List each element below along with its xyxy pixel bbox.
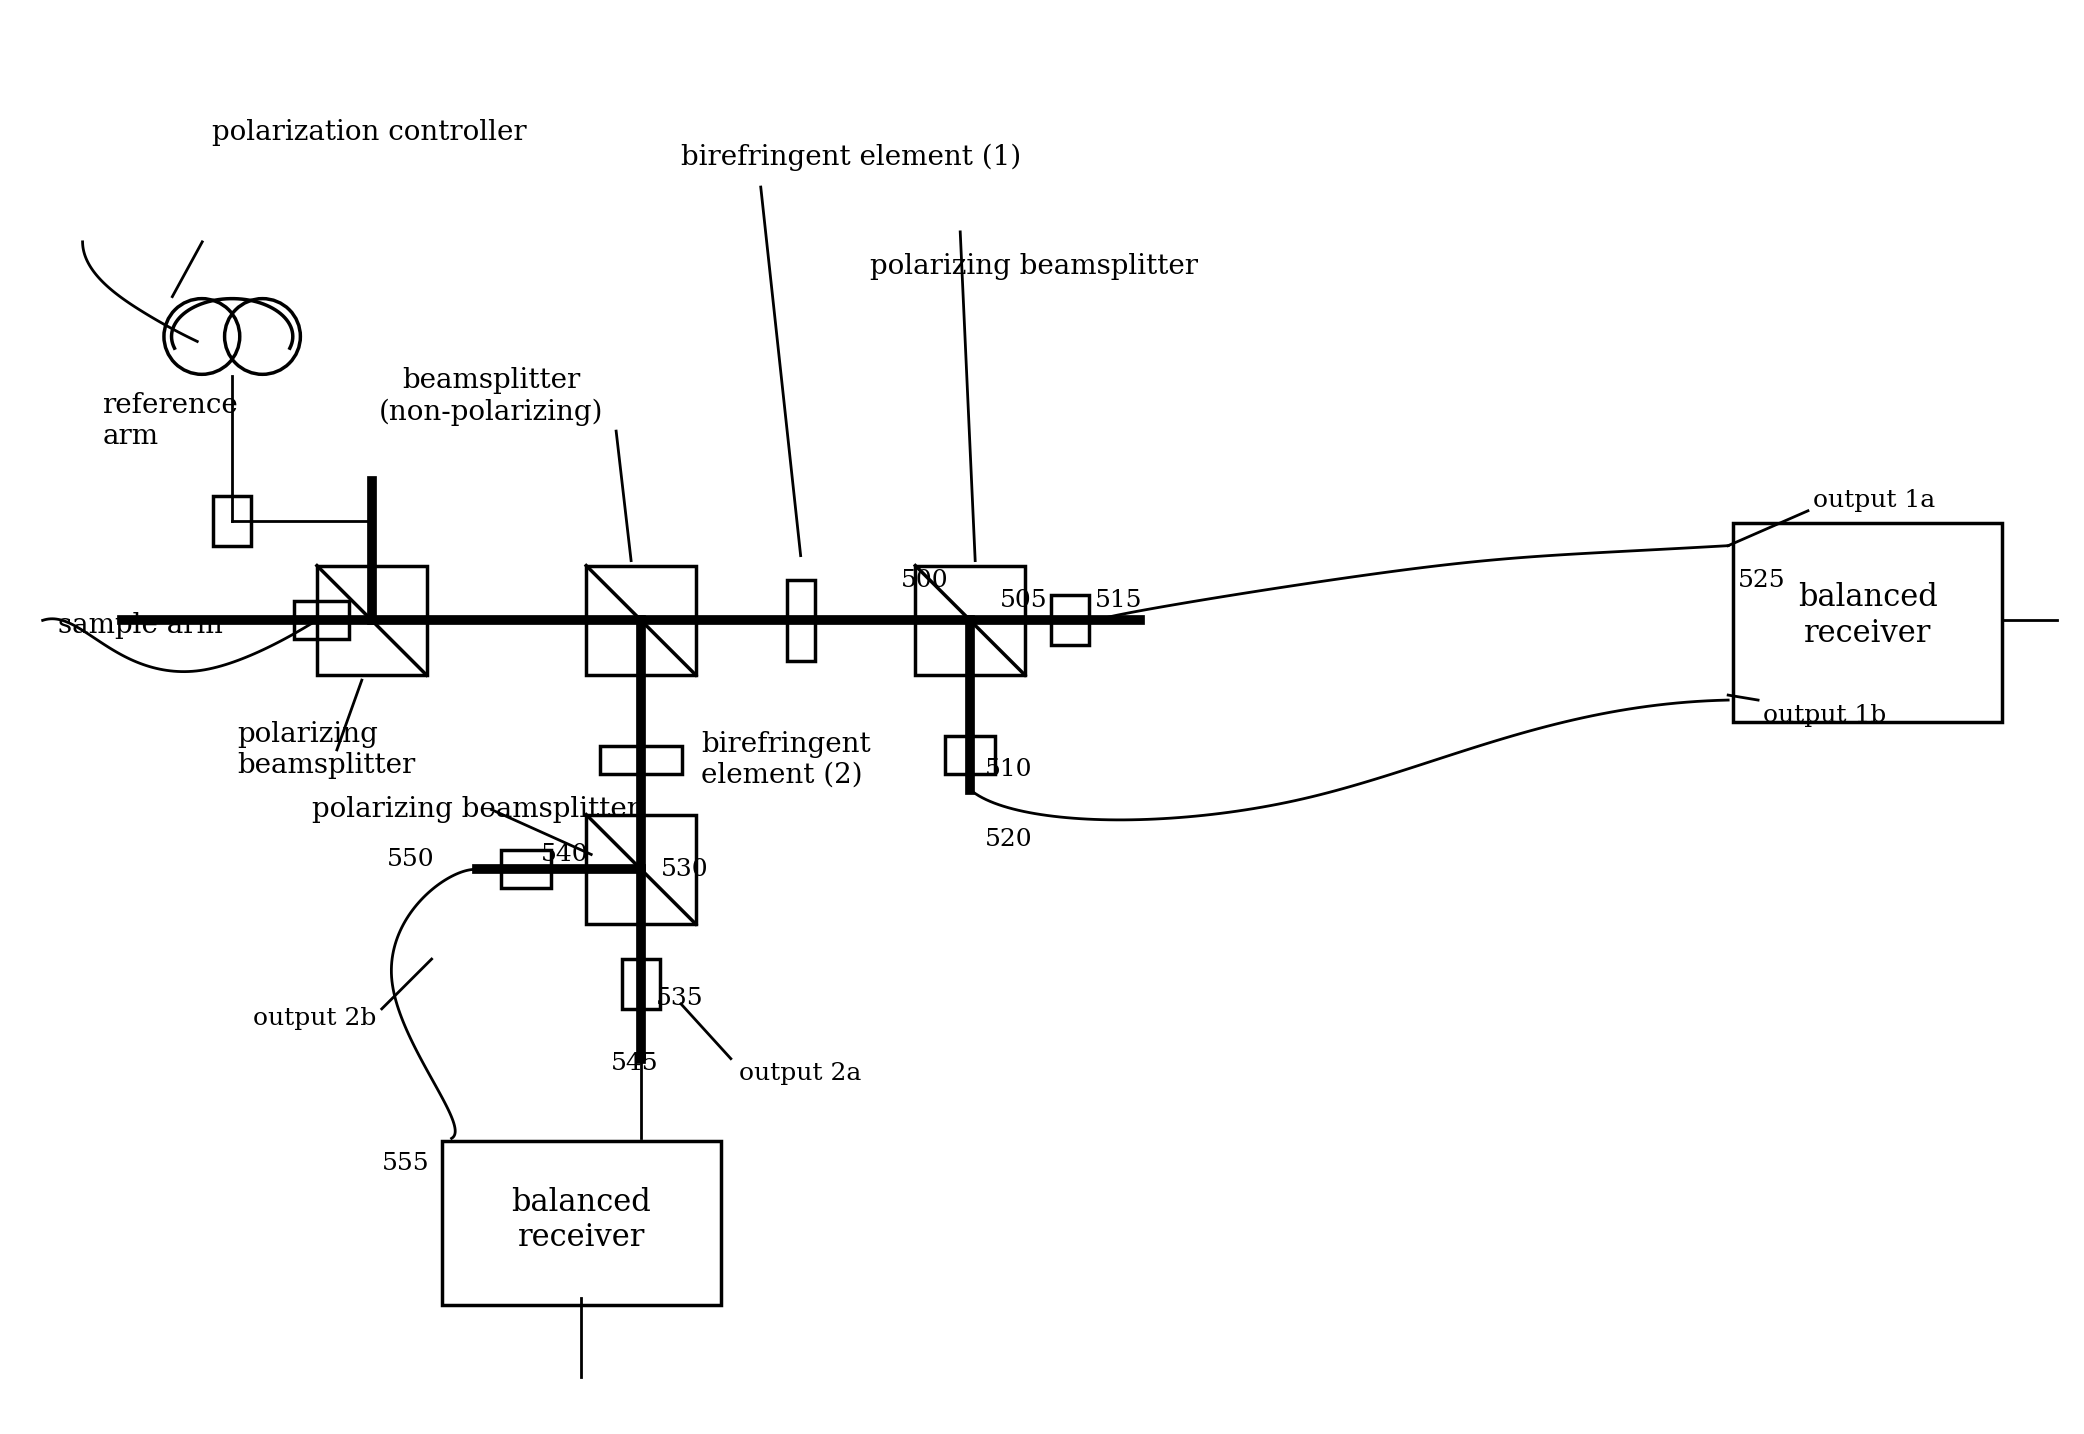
Text: output 1a: output 1a bbox=[1813, 489, 1936, 512]
Bar bbox=[786, 579, 815, 661]
Text: 510: 510 bbox=[986, 759, 1034, 782]
Text: 520: 520 bbox=[986, 827, 1034, 850]
Bar bbox=[442, 1141, 721, 1305]
Bar bbox=[213, 496, 250, 546]
Text: polarizing
beamsplitter: polarizing beamsplitter bbox=[238, 721, 415, 779]
Text: output 2a: output 2a bbox=[740, 1063, 861, 1086]
Text: birefringent element (1): birefringent element (1) bbox=[681, 143, 1021, 171]
Text: birefringent
element (2): birefringent element (2) bbox=[700, 731, 871, 789]
Text: 550: 550 bbox=[388, 847, 433, 870]
Bar bbox=[915, 565, 1025, 675]
Text: 525: 525 bbox=[1738, 569, 1786, 592]
Text: polarizing beamsplitter: polarizing beamsplitter bbox=[313, 796, 640, 823]
Text: 515: 515 bbox=[1094, 589, 1142, 612]
Bar bbox=[502, 850, 552, 888]
Text: 505: 505 bbox=[1000, 589, 1048, 612]
Bar bbox=[586, 565, 696, 675]
Text: beamsplitter
(non-polarizing): beamsplitter (non-polarizing) bbox=[379, 367, 604, 426]
Bar bbox=[1050, 595, 1088, 645]
Text: 540: 540 bbox=[542, 843, 590, 866]
Text: output 1b: output 1b bbox=[1763, 704, 1886, 727]
Bar bbox=[586, 815, 696, 923]
Bar bbox=[623, 959, 661, 1010]
Text: balanced
receiver: balanced receiver bbox=[1798, 582, 1938, 648]
Bar bbox=[946, 736, 996, 774]
Text: reference
arm: reference arm bbox=[102, 391, 238, 450]
Text: 545: 545 bbox=[611, 1053, 659, 1076]
Bar bbox=[317, 565, 427, 675]
Text: sample arm: sample arm bbox=[58, 612, 223, 640]
Bar bbox=[600, 746, 681, 774]
Bar bbox=[1734, 523, 2003, 721]
Text: polarization controller: polarization controller bbox=[213, 119, 527, 146]
Text: balanced
receiver: balanced receiver bbox=[511, 1187, 650, 1253]
Text: output 2b: output 2b bbox=[254, 1007, 377, 1030]
Text: 500: 500 bbox=[900, 569, 948, 592]
Text: 555: 555 bbox=[381, 1152, 429, 1174]
Bar bbox=[294, 601, 350, 640]
Text: polarizing beamsplitter: polarizing beamsplitter bbox=[871, 254, 1198, 280]
Text: 530: 530 bbox=[661, 858, 709, 880]
Text: 535: 535 bbox=[656, 988, 704, 1011]
